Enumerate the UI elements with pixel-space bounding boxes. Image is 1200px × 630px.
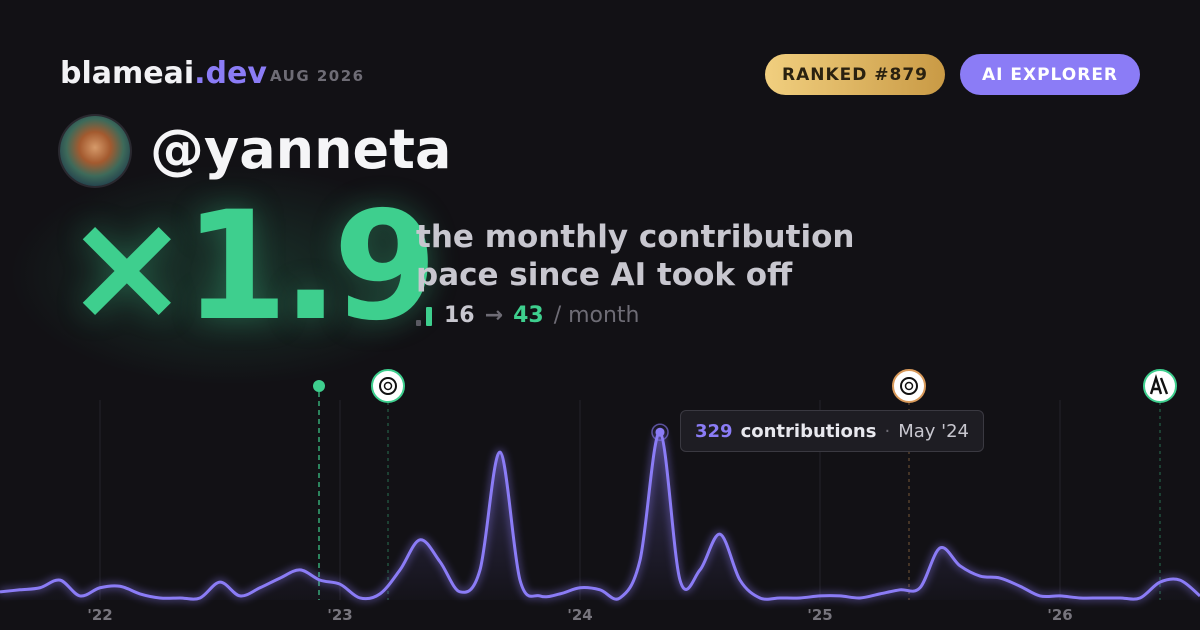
glow [10,165,450,385]
highlight-point [655,427,665,437]
grid: '22 '23 '24 '25 '26 [87,400,1073,624]
x-tick-label: '23 [327,606,352,624]
tooltip-value: 329 [695,420,733,442]
brand-suffix: .dev [194,56,267,91]
caption: the monthly contribution pace since AI t… [416,218,854,294]
line [0,430,1200,601]
tooltip-separator: · [884,420,891,442]
pace-unit: / month [553,303,640,328]
event-dot [313,380,325,392]
avatar [60,116,130,186]
line-glow [0,429,1200,603]
tooltip: 329 contributions · May '24 [680,410,984,452]
event-icon [892,369,926,403]
plot [0,423,1200,603]
multiplier: ×1.9 [64,180,437,354]
date: AUG 2026 [270,67,365,85]
tooltip-date: May '24 [898,420,969,442]
handle: @yanneta [150,118,452,181]
event-icon [371,369,405,403]
pace-after: 43 [513,303,544,328]
brand: blameai.dev [60,56,267,91]
caption-line: pace since AI took off [416,257,793,293]
pace: 16 → 43 / month [416,303,640,328]
rank-badge: RANKED #879 [765,54,945,95]
highlight-ring [651,423,669,441]
x-tick-label: '22 [87,606,112,624]
tooltip-label: contributions [740,420,877,442]
pace-before: 16 [444,303,475,328]
x-tick-label: '24 [567,606,592,624]
caption-line: the monthly contribution [416,219,855,255]
pace-arrow: → [484,303,504,328]
brand-name: blameai [60,56,195,91]
badge: AI EXPLORER [960,54,1140,95]
x-tick-label: '26 [1047,606,1072,624]
pace-icon [416,306,432,326]
x-tick-label: '25 [807,606,832,624]
event-icon [1143,369,1177,403]
area [0,432,1200,600]
